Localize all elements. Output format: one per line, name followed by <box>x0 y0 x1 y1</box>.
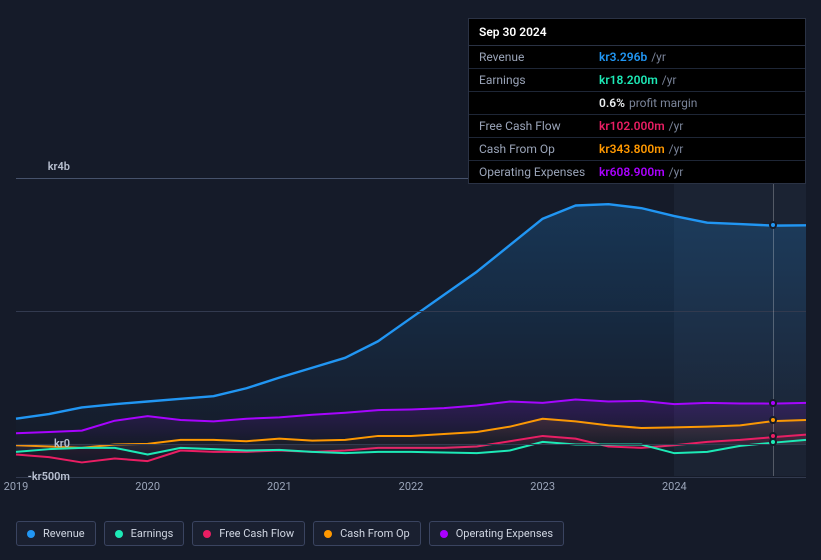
x-tick-label: 2023 <box>530 480 555 493</box>
legend-item-cash_from_op[interactable]: Cash From Op <box>313 521 421 546</box>
legend-swatch <box>324 530 332 538</box>
tooltip-row-value: kr102.000m <box>599 119 665 133</box>
legend-label: Earnings <box>131 527 174 540</box>
tooltip-row: Cash From Opkr343.800m/yr <box>469 138 805 161</box>
chart-tooltip: Sep 30 2024 Revenuekr3.296b/yrEarningskr… <box>468 18 806 184</box>
x-tick-label: 2021 <box>267 480 292 493</box>
legend-item-operating_expenses[interactable]: Operating Expenses <box>429 521 564 546</box>
tooltip-row-value: kr343.800m <box>599 142 665 156</box>
gridline <box>16 477 806 478</box>
y-tick-label: kr4b <box>22 160 70 173</box>
chart-svg <box>16 179 806 477</box>
legend-label: Revenue <box>43 527 85 540</box>
tooltip-row-suffix: /yr <box>651 50 666 64</box>
legend-item-earnings[interactable]: Earnings <box>104 521 185 546</box>
legend-label: Cash From Op <box>340 527 410 540</box>
tooltip-date: Sep 30 2024 <box>469 19 805 46</box>
gridline <box>16 444 806 445</box>
series-area-revenue <box>16 204 806 444</box>
tooltip-row-suffix: /yr <box>669 142 684 156</box>
series-marker-cash_from_op <box>769 416 777 424</box>
tooltip-row-label: Operating Expenses <box>479 165 599 179</box>
legend-swatch <box>27 530 35 538</box>
tooltip-row-value: kr3.296b <box>599 50 647 64</box>
y-tick-label: kr0 <box>22 437 70 450</box>
legend-item-revenue[interactable]: Revenue <box>16 521 96 546</box>
tooltip-row-label: Cash From Op <box>479 142 599 156</box>
gridline <box>16 311 806 312</box>
tooltip-row-value: kr18.200m <box>599 73 658 87</box>
legend-label: Free Cash Flow <box>219 527 294 540</box>
chart-area[interactable]: 201920202021202220232024 kr4b kr0 -kr500m <box>16 158 806 498</box>
series-marker-earnings <box>769 438 777 446</box>
legend-swatch <box>115 530 123 538</box>
tooltip-row: Earningskr18.200m/yr <box>469 69 805 92</box>
tooltip-row: Operating Expenseskr608.900m/yr <box>469 161 805 183</box>
tooltip-row-label: Free Cash Flow <box>479 119 599 133</box>
tooltip-row: Revenuekr3.296b/yr <box>469 46 805 69</box>
series-marker-operating_expenses <box>769 399 777 407</box>
legend-swatch <box>440 530 448 538</box>
x-axis: 201920202021202220232024 <box>16 480 806 500</box>
plot-area: 201920202021202220232024 <box>16 178 806 476</box>
legend: Revenue Earnings Free Cash Flow Cash From O… <box>16 521 564 546</box>
x-tick-label: 2024 <box>662 480 687 493</box>
series-marker-revenue <box>769 221 777 229</box>
tooltip-subrow: 0.6% profit margin <box>469 92 805 115</box>
tooltip-row-value: kr608.900m <box>599 165 665 179</box>
x-tick-label: 2020 <box>135 480 160 493</box>
chart-container: Sep 30 2024 Revenuekr3.296b/yrEarningskr… <box>0 0 821 560</box>
tooltip-row-suffix: /yr <box>662 73 677 87</box>
tooltip-subrow-value: 0.6% <box>599 96 625 110</box>
tooltip-row-label: Earnings <box>479 73 599 87</box>
tooltip-rows: Revenuekr3.296b/yrEarningskr18.200m/yr 0… <box>469 46 805 183</box>
legend-swatch <box>203 530 211 538</box>
x-tick-label: 2022 <box>399 480 424 493</box>
tooltip-row-suffix: /yr <box>669 165 684 179</box>
y-tick-label: -kr500m <box>22 470 70 483</box>
tooltip-row: Free Cash Flowkr102.000m/yr <box>469 115 805 138</box>
legend-label: Operating Expenses <box>456 527 553 540</box>
tooltip-row-suffix: /yr <box>669 119 684 133</box>
tooltip-subrow-suffix: profit margin <box>629 96 697 110</box>
legend-item-free_cash_flow[interactable]: Free Cash Flow <box>192 521 305 546</box>
tooltip-row-label: Revenue <box>479 50 599 64</box>
